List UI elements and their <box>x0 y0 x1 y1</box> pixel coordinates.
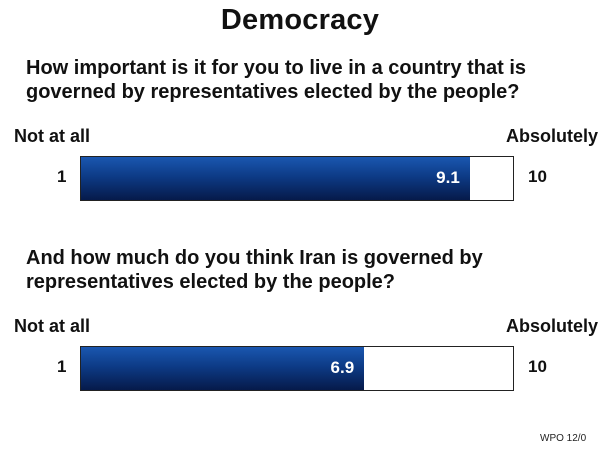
bar-track-1: 9.1 <box>80 156 514 201</box>
scale-max-label-1: 10 <box>528 167 547 186</box>
bar-1: 9.1 <box>81 157 470 200</box>
bar-value-label-1: 9.1 <box>436 168 460 187</box>
scale-max-label-2: 10 <box>528 357 547 376</box>
low-anchor-label-1: Not at all <box>14 126 91 146</box>
bar-track-2: 6.9 <box>80 346 514 391</box>
bar-value-label-2: 6.9 <box>330 358 355 377</box>
low-anchor-label-2: Not at all <box>14 316 91 336</box>
source-note: WPO 12/0 <box>540 433 587 444</box>
chart-title: Democracy <box>220 4 380 36</box>
scale-min-label-1: 1 <box>57 167 67 186</box>
question-1: How important is it for you to live in a… <box>26 57 527 103</box>
bar-2: 6.9 <box>81 347 365 390</box>
scale-min-label-2: 1 <box>57 357 67 376</box>
high-anchor-label-2: Absolutely <box>505 316 598 336</box>
high-anchor-label-1: Absolutely <box>505 126 598 146</box>
question-2: And how much do you think Iran is govern… <box>26 247 483 293</box>
